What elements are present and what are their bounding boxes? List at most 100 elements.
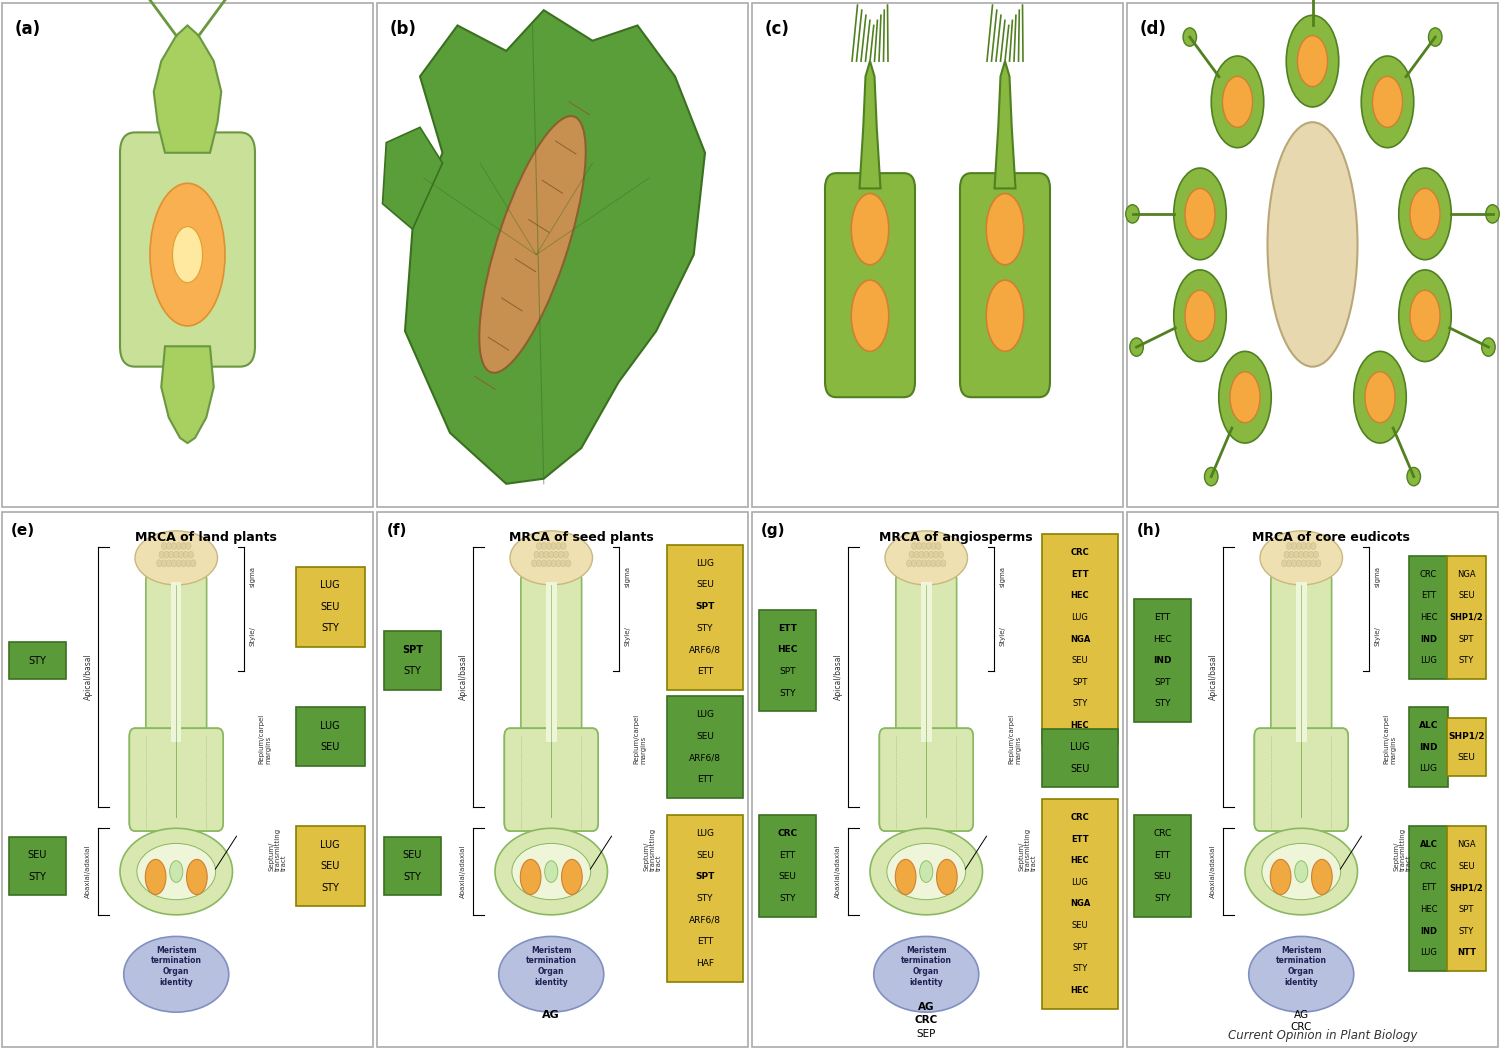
Ellipse shape (1292, 560, 1296, 567)
Ellipse shape (1286, 16, 1338, 107)
Text: SEU: SEU (321, 602, 339, 611)
Text: LUG: LUG (1420, 948, 1437, 958)
Ellipse shape (909, 551, 914, 559)
Ellipse shape (537, 543, 542, 549)
Text: NGA: NGA (1456, 570, 1476, 579)
FancyBboxPatch shape (1041, 799, 1118, 1009)
Text: NGA: NGA (1456, 840, 1476, 849)
Text: STY: STY (780, 895, 795, 903)
Text: Meristem
termination
Organ
identity: Meristem termination Organ identity (150, 946, 201, 987)
Ellipse shape (520, 859, 542, 895)
Text: CRC: CRC (1290, 1023, 1312, 1032)
Text: (h): (h) (1137, 523, 1161, 538)
Polygon shape (994, 61, 1016, 188)
Ellipse shape (1222, 77, 1252, 127)
FancyBboxPatch shape (504, 729, 556, 831)
Ellipse shape (164, 551, 170, 559)
FancyBboxPatch shape (9, 837, 66, 896)
Ellipse shape (932, 560, 936, 567)
Text: SEP: SEP (916, 1029, 936, 1038)
Ellipse shape (135, 531, 218, 585)
Ellipse shape (1185, 290, 1215, 341)
FancyBboxPatch shape (666, 696, 744, 798)
Ellipse shape (546, 560, 552, 567)
Ellipse shape (1410, 290, 1440, 341)
Text: STY: STY (28, 872, 46, 882)
Text: CRC: CRC (1071, 548, 1089, 556)
Ellipse shape (146, 859, 166, 895)
Text: STY: STY (28, 655, 46, 666)
Bar (921, 583, 932, 741)
Text: STY: STY (321, 883, 339, 892)
Text: LUG: LUG (320, 840, 340, 849)
FancyBboxPatch shape (296, 707, 364, 765)
Ellipse shape (549, 551, 554, 559)
Text: ETT: ETT (1155, 613, 1170, 622)
Ellipse shape (542, 560, 546, 567)
Ellipse shape (512, 843, 591, 900)
Ellipse shape (182, 560, 186, 567)
Polygon shape (162, 346, 213, 443)
Ellipse shape (912, 543, 916, 549)
FancyBboxPatch shape (172, 573, 207, 754)
FancyBboxPatch shape (1448, 718, 1485, 776)
Text: AG: AG (918, 1002, 934, 1012)
Ellipse shape (546, 543, 552, 549)
Text: HEC: HEC (1420, 613, 1437, 622)
Text: HEC: HEC (1071, 721, 1089, 730)
FancyBboxPatch shape (546, 729, 598, 831)
Text: CRC: CRC (1420, 862, 1437, 870)
Text: sigma: sigma (999, 566, 1005, 587)
Ellipse shape (1293, 551, 1299, 559)
Ellipse shape (885, 531, 968, 585)
Ellipse shape (987, 193, 1023, 265)
Ellipse shape (1262, 843, 1341, 900)
Text: SEU: SEU (778, 873, 796, 881)
Text: SEU: SEU (28, 850, 46, 860)
Text: Apical/basal: Apical/basal (834, 653, 843, 700)
Ellipse shape (939, 551, 944, 559)
Ellipse shape (912, 560, 916, 567)
Ellipse shape (1288, 551, 1294, 559)
Ellipse shape (1281, 560, 1287, 567)
Text: ARF6/8: ARF6/8 (688, 916, 722, 925)
Text: NGA: NGA (1070, 634, 1090, 644)
Ellipse shape (1230, 372, 1260, 423)
FancyBboxPatch shape (504, 729, 598, 831)
FancyBboxPatch shape (171, 729, 224, 831)
Text: Abaxial/adaxial: Abaxial/adaxial (836, 845, 842, 898)
Text: SHP1/2: SHP1/2 (1448, 732, 1485, 741)
Text: HEC: HEC (1154, 634, 1172, 644)
Ellipse shape (1314, 551, 1318, 559)
Ellipse shape (1287, 543, 1292, 549)
Text: AG: AG (1293, 1010, 1310, 1020)
Polygon shape (382, 127, 442, 229)
Bar (171, 583, 182, 741)
Text: ETT: ETT (778, 624, 796, 633)
Ellipse shape (926, 560, 932, 567)
Text: (c): (c) (765, 20, 790, 39)
Ellipse shape (1245, 828, 1358, 915)
Text: SPT: SPT (1458, 634, 1474, 644)
Ellipse shape (566, 560, 572, 567)
Text: HEC: HEC (777, 646, 798, 654)
Ellipse shape (510, 531, 592, 585)
Ellipse shape (1311, 859, 1332, 895)
Text: SEU: SEU (696, 850, 714, 860)
Ellipse shape (924, 551, 928, 559)
Text: STY: STY (404, 667, 422, 676)
Ellipse shape (1362, 56, 1413, 148)
Ellipse shape (1212, 56, 1263, 148)
Ellipse shape (189, 551, 194, 559)
Ellipse shape (166, 543, 171, 549)
Text: Septum/
transmitting
tract: Septum/ transmitting tract (644, 828, 662, 872)
FancyBboxPatch shape (296, 567, 364, 647)
Ellipse shape (190, 560, 196, 567)
Ellipse shape (916, 560, 921, 567)
Text: ALC: ALC (1419, 721, 1438, 730)
FancyBboxPatch shape (879, 729, 932, 831)
Ellipse shape (544, 861, 558, 882)
Text: ETT: ETT (698, 775, 712, 784)
Ellipse shape (1308, 551, 1314, 559)
Text: (g): (g) (760, 523, 786, 538)
